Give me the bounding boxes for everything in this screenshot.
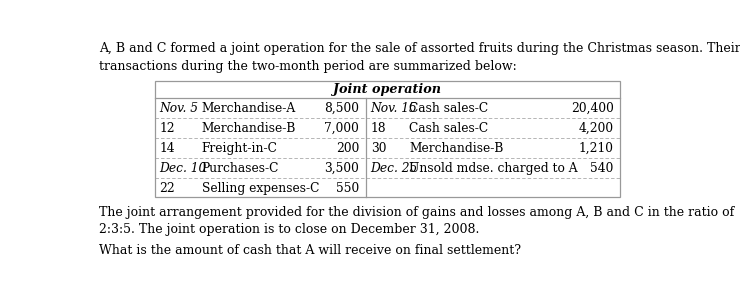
Text: 12: 12 bbox=[159, 122, 175, 135]
Text: 7,000: 7,000 bbox=[324, 122, 359, 135]
Text: Merchandise-B: Merchandise-B bbox=[409, 142, 503, 155]
Text: 22: 22 bbox=[159, 182, 175, 195]
Text: Merchandise-B: Merchandise-B bbox=[201, 122, 296, 135]
Text: 1,210: 1,210 bbox=[579, 142, 613, 155]
Text: 18: 18 bbox=[371, 122, 386, 135]
Text: Selling expenses-C: Selling expenses-C bbox=[201, 182, 319, 195]
Text: The joint arrangement provided for the division of gains and losses among A, B a: The joint arrangement provided for the d… bbox=[99, 206, 735, 236]
Text: Dec. 25: Dec. 25 bbox=[371, 162, 418, 175]
Text: Freight-in-C: Freight-in-C bbox=[201, 142, 278, 155]
Text: Merchandise-A: Merchandise-A bbox=[201, 102, 296, 115]
Text: 14: 14 bbox=[159, 142, 175, 155]
Text: Dec. 10: Dec. 10 bbox=[159, 162, 206, 175]
Text: Cash sales-C: Cash sales-C bbox=[409, 102, 488, 115]
Text: Unsold mdse. charged to A: Unsold mdse. charged to A bbox=[409, 162, 578, 175]
Text: A, B and C formed a joint operation for the sale of assorted fruits during the C: A, B and C formed a joint operation for … bbox=[99, 42, 740, 73]
Text: 20,400: 20,400 bbox=[571, 102, 613, 115]
Text: 3,500: 3,500 bbox=[324, 162, 359, 175]
Text: 30: 30 bbox=[371, 142, 386, 155]
Text: What is the amount of cash that A will receive on final settlement?: What is the amount of cash that A will r… bbox=[99, 245, 522, 257]
Text: Purchases-C: Purchases-C bbox=[201, 162, 279, 175]
Text: Cash sales-C: Cash sales-C bbox=[409, 122, 488, 135]
Text: 8,500: 8,500 bbox=[324, 102, 359, 115]
Text: 540: 540 bbox=[591, 162, 613, 175]
Text: Nov. 15: Nov. 15 bbox=[371, 102, 417, 115]
Text: 200: 200 bbox=[336, 142, 359, 155]
Text: 550: 550 bbox=[336, 182, 359, 195]
Text: Joint operation: Joint operation bbox=[333, 83, 441, 96]
Text: 4,200: 4,200 bbox=[579, 122, 613, 135]
Text: Nov. 5: Nov. 5 bbox=[159, 102, 198, 115]
Bar bbox=[155, 81, 619, 197]
